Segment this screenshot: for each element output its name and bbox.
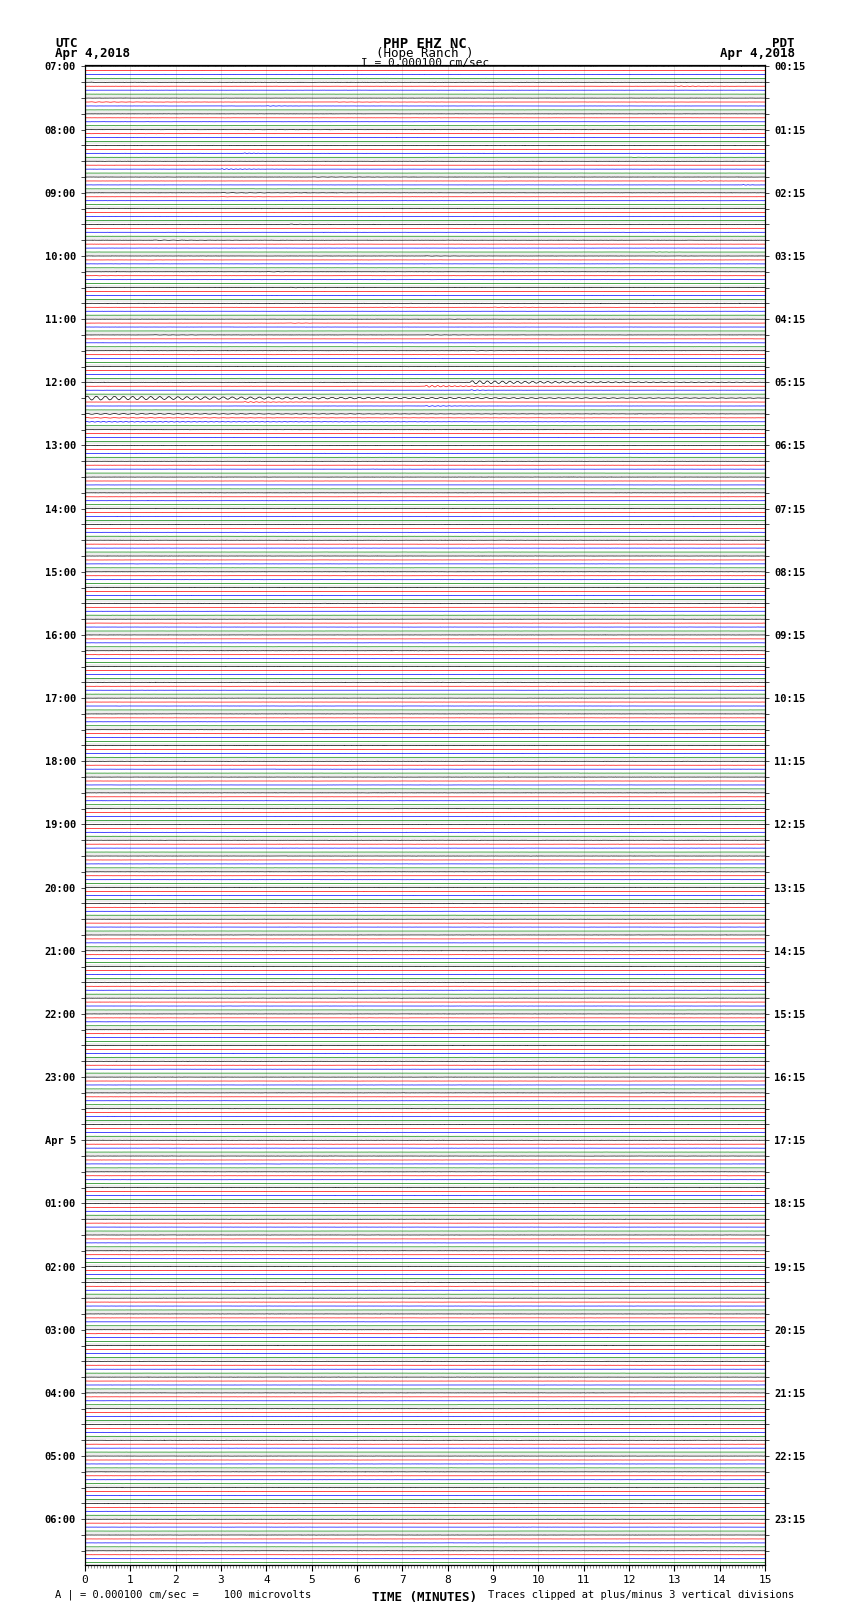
Text: Apr 4,2018: Apr 4,2018 xyxy=(720,47,795,60)
X-axis label: TIME (MINUTES): TIME (MINUTES) xyxy=(372,1590,478,1603)
Text: PHP EHZ NC: PHP EHZ NC xyxy=(383,37,467,52)
Text: (Hope Ranch ): (Hope Ranch ) xyxy=(377,47,473,60)
Text: Traces clipped at plus/minus 3 vertical divisions: Traces clipped at plus/minus 3 vertical … xyxy=(489,1590,795,1600)
Text: A | = 0.000100 cm/sec =    100 microvolts: A | = 0.000100 cm/sec = 100 microvolts xyxy=(55,1589,311,1600)
Text: PDT: PDT xyxy=(773,37,795,50)
Text: UTC: UTC xyxy=(55,37,77,50)
Text: Apr 4,2018: Apr 4,2018 xyxy=(55,47,130,60)
Text: I = 0.000100 cm/sec: I = 0.000100 cm/sec xyxy=(361,58,489,68)
